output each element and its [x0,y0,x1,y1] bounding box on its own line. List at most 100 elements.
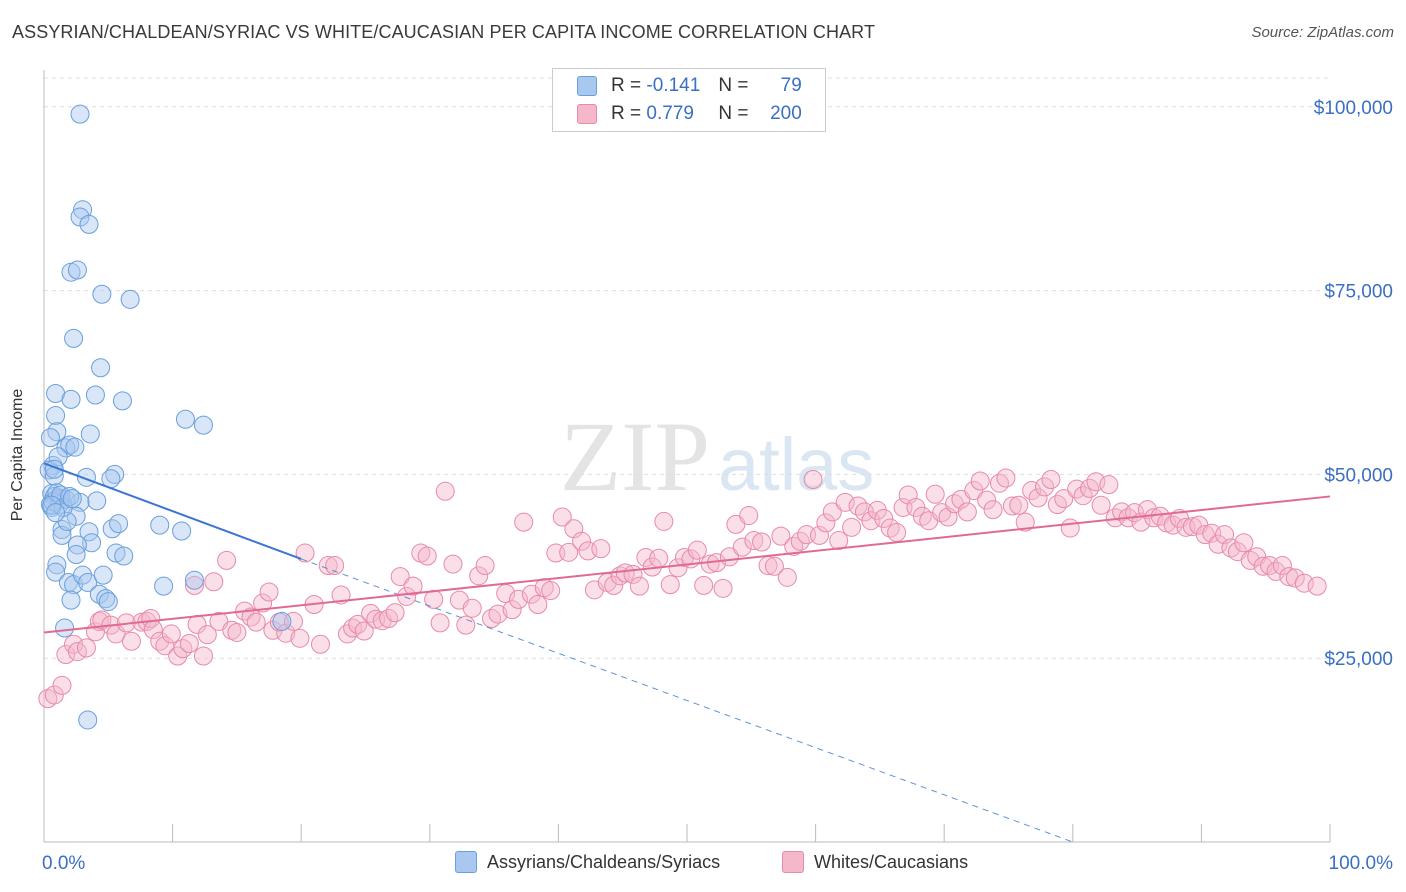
point-whites-1 [44,685,64,705]
point-whites-60 [403,576,423,596]
point-whites-66 [443,554,463,574]
point-whites-53 [361,603,381,623]
point-assyrians-6 [92,284,112,304]
point-assyrians-34 [87,491,107,511]
watermark: ZIP atlas [560,401,874,512]
point-assyrians-77 [48,447,68,467]
point-whites-57 [385,603,405,623]
point-whites-49 [337,624,357,644]
point-assyrians-17 [175,409,195,429]
point-whites-42 [290,628,310,648]
axes [43,70,1331,843]
point-whites-6 [76,638,96,658]
point-assyrians-19 [40,428,60,448]
point-whites-168 [1099,475,1119,495]
point-whites-40 [276,623,296,643]
point-whites-22 [173,639,193,659]
legend-n-value-assyrians: 79 [780,75,802,96]
point-whites-48 [331,585,351,605]
point-whites-167 [1091,495,1111,515]
point-whites-108 [713,578,733,598]
y-tick-label-1: $50,000 [1324,465,1393,486]
point-whites-128 [842,517,862,537]
point-whites-84 [559,542,579,562]
trend-lines [43,462,1331,843]
point-whites-2 [52,675,72,695]
point-assyrians-5 [67,260,87,280]
series-assyrians-points [39,104,292,730]
legend-label-whites: Whites/Caucasians [814,851,969,872]
point-whites-100 [660,575,680,595]
point-whites-24 [184,575,204,595]
chart-title: ASSYRIAN/CHALDEAN/SYRIAC VS WHITE/CAUCAS… [12,22,876,42]
point-assyrians-62 [96,589,116,609]
legend-n-label: N = [718,75,749,96]
legend-item-assyrians: Assyrians/Chaldeans/Syriacs [455,851,720,873]
point-whites-154 [1009,495,1029,515]
legend-swatch-blue [455,851,477,873]
legend-swatch-pink [577,104,597,124]
point-assyrians-8 [64,328,84,348]
point-whites-127 [835,492,855,512]
point-assyrians-46 [172,521,192,541]
point-whites-146 [957,502,977,522]
point-whites-133 [874,508,894,528]
point-whites-86 [572,531,592,551]
point-assyrians-9 [91,358,111,378]
point-whites-198 [1294,573,1314,593]
point-whites-69 [462,598,482,618]
point-assyrians-45 [150,515,170,535]
point-whites-43 [295,543,315,563]
point-whites-34 [241,607,261,627]
legend-item-whites: Whites/Caucasians [782,851,968,873]
point-whites-175 [1144,508,1164,528]
point-whites-98 [649,548,669,568]
point-whites-157 [1028,488,1048,508]
legend-r-value-assyrians: -0.141 [646,75,701,96]
point-assyrians-7 [120,289,140,309]
point-assyrians-3 [79,214,99,234]
grid [44,77,1330,659]
point-whites-23 [179,633,199,653]
point-assyrians-43 [102,519,122,539]
point-assyrians-47 [106,543,126,563]
point-whites-52 [354,621,374,641]
point-whites-199 [1307,576,1327,596]
point-assyrians-22 [65,437,85,457]
trend-line-whites [43,495,1331,634]
point-assyrians-63 [61,590,81,610]
point-whites-112 [739,506,759,526]
point-whites-89 [591,539,611,559]
point-whites-162 [1060,518,1080,538]
point-assyrians-44 [109,514,129,534]
point-whites-36 [253,593,273,613]
point-assyrians-51 [66,545,86,565]
point-whites-105 [694,575,714,595]
point-assyrians-76 [46,503,66,523]
point-whites-28 [204,572,224,592]
x-tick-label-max: 100.0% [1329,853,1394,874]
point-assyrians-18 [80,424,100,444]
point-assyrians-50 [114,546,134,566]
point-assyrians-13 [112,391,132,411]
point-whites-192 [1253,556,1273,576]
point-whites-118 [777,567,797,587]
point-whites-126 [829,531,849,551]
point-whites-104 [687,540,707,560]
legend-n-label: N = [718,103,749,124]
point-whites-65 [435,481,455,501]
point-whites-156 [1022,481,1042,501]
point-whites-95 [629,576,649,596]
point-whites-77 [514,512,534,532]
point-whites-150 [983,500,1003,520]
point-assyrians-64 [98,592,118,612]
point-whites-195 [1272,556,1292,576]
point-whites-70 [469,566,489,586]
legend-r-value-whites: 0.779 [646,103,694,124]
point-whites-183 [1195,525,1215,545]
point-assyrians-42 [79,522,99,542]
point-whites-187 [1221,538,1241,558]
point-whites-123 [809,525,829,545]
legend-row-whites: R = 0.779 N = 200 [577,102,802,126]
